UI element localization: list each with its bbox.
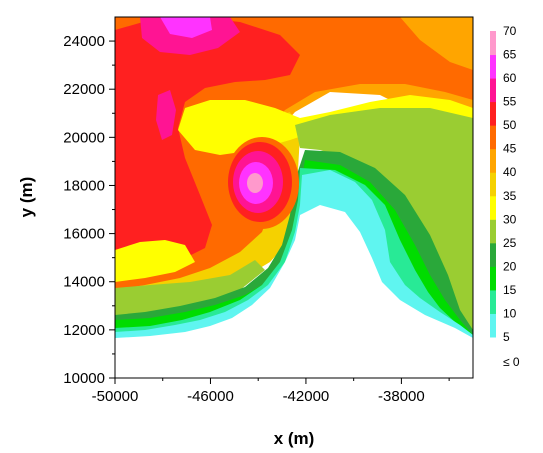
colorbar-swatch: [490, 78, 496, 103]
colorbar-swatch: [490, 266, 496, 291]
colorbar-label: 40: [503, 165, 517, 179]
x-tick-label: -46000: [187, 388, 234, 405]
colorbar-label: 30: [503, 212, 517, 226]
y-axis: 10000 12000 14000 16000 18000 20000 22000 24000: [63, 33, 115, 387]
colorbar-swatch: [490, 54, 496, 79]
core-65: [247, 173, 263, 193]
plot-frame: [114, 16, 474, 379]
colorbar-label: 70: [503, 24, 517, 38]
x-tick-label: -38000: [378, 388, 425, 405]
colorbar-swatch: [490, 242, 496, 267]
x-axis-title: x (m): [274, 429, 315, 448]
y-axis-title: y (m): [17, 177, 36, 218]
colorbar-label: 10: [503, 306, 517, 320]
x-axis: -50000 -46000 -42000 -38000: [92, 378, 450, 405]
y-tick-label: 10000: [63, 370, 105, 387]
colorbar-swatch: [490, 125, 496, 150]
colorbar-swatch: [490, 219, 496, 244]
y-tick-label: 22000: [63, 81, 105, 98]
y-tick-label: 14000: [63, 274, 105, 291]
x-tick-label: -42000: [283, 388, 330, 405]
y-tick-label: 18000: [63, 177, 105, 194]
y-tick-label: 16000: [63, 226, 105, 243]
contour-55-finger: [156, 90, 176, 140]
y-tick-label: 24000: [63, 33, 105, 50]
colorbar-below-label: ≤ 0: [503, 355, 520, 369]
colorbar-label: 5: [503, 330, 510, 344]
colorbar-swatch: [490, 101, 496, 126]
colorbar-swatch: [490, 148, 496, 173]
x-tick-label: -50000: [92, 388, 139, 405]
colorbar-label: 20: [503, 259, 517, 273]
contour-60-north: [160, 17, 212, 38]
colorbar: 5 10 15 20 25 30 35 40 45 50 55 60 65 70 ≤ 0: [490, 24, 520, 369]
colorbar-label: 15: [503, 283, 517, 297]
colorbar-swatch: [490, 313, 496, 338]
colorbar-swatch: [490, 31, 496, 56]
colorbar-swatch: [490, 195, 496, 220]
colorbar-label: 50: [503, 118, 517, 132]
colorbar-label: 55: [503, 95, 517, 109]
colorbar-swatch: [490, 289, 496, 314]
contour-field: [115, 17, 473, 378]
colorbar-swatch: [490, 172, 496, 197]
y-tick-label: 12000: [63, 322, 105, 339]
contour-25: [295, 108, 473, 345]
colorbar-label: 35: [503, 189, 517, 203]
colorbar-label: 65: [503, 48, 517, 62]
colorbar-label: 45: [503, 142, 517, 156]
colorbar-label: 60: [503, 71, 517, 85]
contour-below-zero: [115, 205, 473, 378]
y-tick-label: 20000: [63, 129, 105, 146]
contour-30-west: [115, 240, 195, 282]
contour-50: [115, 17, 300, 268]
colorbar-label: 25: [503, 236, 517, 250]
contour-35: [115, 112, 300, 310]
contour-25-southwest: [115, 260, 265, 318]
